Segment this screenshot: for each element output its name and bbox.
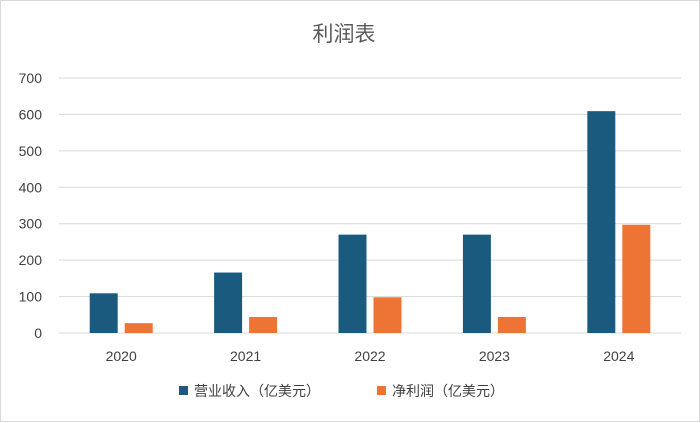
chart-title: 利润表: [313, 22, 376, 46]
bar-net-profit-2020: [124, 323, 153, 333]
y-axis-ticks: 0 100 200 300 400 500 600 700: [19, 70, 43, 341]
bar-revenue-2021: [214, 272, 243, 333]
bar-net-profit-2021: [249, 316, 278, 333]
legend-label: 营业收入（亿美元）: [194, 384, 320, 400]
bar-revenue-2022: [338, 234, 367, 333]
x-tick-label: 2020: [106, 348, 137, 364]
gridlines: [59, 77, 681, 334]
legend: 营业收入（亿美元） 净利润（亿美元）: [179, 384, 504, 400]
legend-swatch: [377, 386, 386, 395]
bar-revenue-2024: [587, 111, 616, 334]
legend-label: 净利润（亿美元）: [392, 384, 504, 400]
bar-net-profit-2024: [622, 224, 651, 333]
bar-net-profit-2022: [373, 297, 402, 333]
y-tick-label: 500: [19, 143, 43, 159]
legend-swatch: [179, 386, 188, 395]
x-axis-ticks: 2020 2021 2022 2023 2024: [106, 348, 635, 364]
y-tick-label: 700: [19, 70, 43, 86]
bar-net-profit-2023: [497, 316, 526, 333]
x-tick-label: 2024: [603, 348, 634, 364]
bars: [89, 111, 651, 334]
y-tick-label: 200: [19, 252, 43, 268]
y-tick-label: 0: [34, 325, 42, 341]
y-tick-label: 100: [19, 289, 43, 305]
bar-revenue-2023: [462, 234, 491, 333]
y-tick-label: 300: [19, 216, 43, 232]
x-tick-label: 2022: [354, 348, 385, 364]
y-tick-label: 600: [19, 106, 43, 122]
x-tick-label: 2021: [230, 348, 261, 364]
x-tick-label: 2023: [479, 348, 510, 364]
bar-revenue-2020: [89, 293, 118, 333]
y-tick-label: 400: [19, 179, 43, 195]
